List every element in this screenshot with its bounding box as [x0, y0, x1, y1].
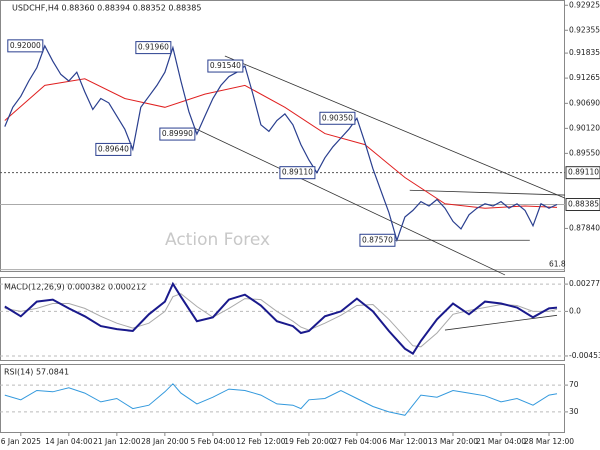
annotation-label: 0.91540 — [210, 61, 241, 70]
y-tick-label: 0.90120 — [569, 123, 600, 132]
trendline — [194, 127, 506, 276]
x-tick-label: 14 Jan 04:00 — [45, 437, 93, 446]
moving-average — [4, 78, 558, 209]
trendline — [224, 55, 566, 199]
macd-title: MACD(12,26,9) 0.000382 0.000212 — [4, 283, 146, 292]
macd-line — [4, 281, 558, 355]
annotation-label: 0.87570 — [362, 235, 393, 244]
x-tick-label: 27 Feb 04:00 — [332, 437, 381, 446]
annotation-box — [159, 127, 196, 141]
level-box — [565, 166, 600, 180]
x-tick-label: 28 Mar 12:00 — [524, 437, 574, 446]
y-tick-label: 0.002779 — [569, 279, 600, 288]
x-tick-label: 21 Jan 12:00 — [93, 437, 141, 446]
annotation-box — [319, 111, 356, 125]
annotation-label: 0.90350 — [322, 113, 353, 122]
price-line — [4, 44, 558, 243]
x-tick-label: 19 Feb 20:00 — [284, 437, 333, 446]
rsi-line — [4, 383, 558, 416]
macd-signal — [4, 293, 558, 348]
x-tick-label: 6 Mar 12:00 — [382, 437, 428, 446]
y-tick-label: 30 — [569, 407, 579, 416]
y-tick-label: 0.89550 — [569, 148, 600, 157]
y-tick-label: 0.90690 — [569, 98, 600, 107]
annotation-label: 0.89110 — [282, 168, 313, 177]
y-tick-label: 0.87840 — [569, 223, 600, 232]
y-tick-label: 0.92925 — [569, 0, 600, 9]
rsi-title: RSI(14) 57.0841 — [4, 368, 69, 377]
x-tick-label: 6 Jan 2025 — [1, 437, 41, 446]
annotation-box — [7, 39, 44, 53]
trendline — [409, 189, 566, 196]
level-label: 61.8 — [549, 260, 566, 269]
level-label: 0.88385 — [568, 200, 599, 209]
annotation-box — [135, 41, 172, 55]
annotation-label: 0.92000 — [10, 41, 41, 50]
x-tick-label: 12 Feb 12:00 — [236, 437, 285, 446]
annotation-box — [279, 166, 316, 180]
watermark: Action Forex — [165, 230, 270, 250]
level-box — [565, 198, 600, 212]
annotation-label: 0.91960 — [138, 43, 169, 52]
level-label: 0.89110 — [568, 168, 599, 177]
y-tick-label: 70 — [569, 380, 579, 389]
annotation-box — [207, 59, 244, 73]
annotation-label: 0.89990 — [162, 129, 193, 138]
y-tick-label: -0.004538 — [569, 351, 600, 360]
price-panel — [0, 0, 565, 272]
x-tick-label: 13 Mar 20:00 — [428, 437, 478, 446]
y-tick-label: 0.92355 — [569, 25, 600, 34]
annotation-box — [359, 233, 396, 247]
chart-title: USDCHF,H4 0.88360 0.88394 0.88352 0.8838… — [12, 4, 201, 13]
x-tick-label: 5 Feb 04:00 — [191, 437, 236, 446]
x-tick-label: 28 Jan 20:00 — [141, 437, 189, 446]
x-tick-label: 21 Mar 04:00 — [476, 437, 526, 446]
y-tick-label: 0.91835 — [569, 48, 600, 57]
trendline — [444, 314, 558, 331]
rsi-panel — [0, 364, 565, 433]
annotation-box — [95, 142, 132, 156]
y-tick-label: 0.91265 — [569, 73, 600, 82]
y-tick-label: 0.0 — [569, 306, 581, 315]
annotation-label: 0.89640 — [98, 144, 129, 153]
macd-panel — [0, 277, 565, 361]
